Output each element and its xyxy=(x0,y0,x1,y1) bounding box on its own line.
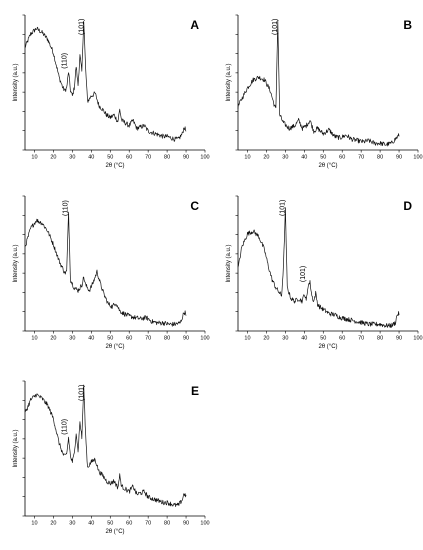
panel-label: D xyxy=(403,199,412,213)
y-axis-title: Intensity (a.u.) xyxy=(13,244,19,282)
x-tick-label: 90 xyxy=(183,155,189,161)
peak-annotation: (101) xyxy=(79,19,86,35)
peak-annotation: (101) xyxy=(279,200,286,216)
x-axis-title: 2θ (°C) xyxy=(318,163,337,169)
peak-annotation: (101) xyxy=(300,266,307,282)
chart-panel-e: 10 20 30 40 50 60 70 80 90 100 2θ (°C) Intensity (a… xyxy=(13,380,210,535)
panel-label: A xyxy=(190,18,199,32)
chart-panel-d: 10 20 30 40 50 60 70 80 90 100 2θ (°C) Intensity (a… xyxy=(226,195,423,350)
x-tick-label: 30 xyxy=(282,155,288,161)
x-axis-title: 2θ (°C) xyxy=(318,344,337,350)
x-axis-title: 2θ (°C) xyxy=(105,163,124,169)
x-tick-label: 80 xyxy=(164,521,170,527)
xrd-trace xyxy=(24,21,187,142)
x-tick-label: 10 xyxy=(244,336,250,342)
x-tick-label: 40 xyxy=(301,336,307,342)
x-tick-label: 100 xyxy=(200,336,209,342)
x-tick-label: 50 xyxy=(320,155,326,161)
y-axis-title: Intensity (a.u.) xyxy=(226,63,232,101)
x-tick-label: 60 xyxy=(339,336,345,342)
x-tick-label: 90 xyxy=(183,336,189,342)
x-tick-label: 90 xyxy=(396,336,402,342)
x-tick-label: 20 xyxy=(50,155,56,161)
peak-annotation: (110) xyxy=(62,53,69,69)
x-tick-label: 80 xyxy=(164,336,170,342)
x-tick-label: 50 xyxy=(107,336,113,342)
xrd-trace xyxy=(24,384,187,507)
x-tick-label: 80 xyxy=(164,155,170,161)
x-tick-label: 100 xyxy=(200,155,209,161)
x-tick-label: 90 xyxy=(183,521,189,527)
x-tick-label: 70 xyxy=(145,336,151,342)
xrd-trace xyxy=(237,207,400,328)
x-tick-label: 30 xyxy=(69,336,75,342)
x-tick-label: 20 xyxy=(263,336,269,342)
peak-annotation: (110) xyxy=(63,200,70,216)
x-tick-label: 60 xyxy=(126,155,132,161)
x-tick-label: 10 xyxy=(31,521,37,527)
x-tick-label: 40 xyxy=(301,155,307,161)
x-tick-label: 70 xyxy=(358,155,364,161)
x-tick-label: 30 xyxy=(69,155,75,161)
x-tick-label: 80 xyxy=(377,155,383,161)
peak-annotation: (101) xyxy=(272,19,279,35)
chart-panel-b: 10 20 30 40 50 60 70 80 90 100 2θ (°C) Intensity (a… xyxy=(226,14,423,169)
y-axis-title: Intensity (a.u.) xyxy=(226,244,232,282)
x-tick-label: 100 xyxy=(200,521,209,527)
chart-panel-a: 10 20 30 40 50 60 70 80 90 100 2θ (°C) Intensity (a… xyxy=(13,14,210,169)
x-axis-title: 2θ (°C) xyxy=(105,344,124,350)
y-axis-title: Intensity (a.u.) xyxy=(13,63,19,101)
x-tick-label: 50 xyxy=(320,336,326,342)
y-axis-title: Intensity (a.u.) xyxy=(13,429,19,467)
x-tick-label: 80 xyxy=(377,336,383,342)
panel-label: B xyxy=(403,18,412,32)
x-tick-label: 30 xyxy=(282,336,288,342)
x-tick-label: 10 xyxy=(244,155,250,161)
peak-annotation: (101) xyxy=(79,385,86,401)
x-tick-label: 70 xyxy=(145,155,151,161)
panel-label: E xyxy=(191,384,199,398)
x-tick-label: 10 xyxy=(31,336,37,342)
x-tick-label: 60 xyxy=(339,155,345,161)
x-tick-label: 20 xyxy=(263,155,269,161)
xrd-trace xyxy=(237,19,400,147)
x-tick-label: 40 xyxy=(88,336,94,342)
x-tick-label: 90 xyxy=(396,155,402,161)
xrd-trace xyxy=(24,211,187,327)
x-tick-label: 20 xyxy=(50,336,56,342)
x-tick-label: 100 xyxy=(413,336,422,342)
panel-label: C xyxy=(190,199,199,213)
x-tick-label: 30 xyxy=(69,521,75,527)
x-tick-label: 50 xyxy=(107,521,113,527)
x-tick-label: 10 xyxy=(31,155,37,161)
peak-annotation: (110) xyxy=(62,419,69,435)
x-tick-label: 70 xyxy=(358,336,364,342)
x-tick-label: 50 xyxy=(107,155,113,161)
x-tick-label: 20 xyxy=(50,521,56,527)
chart-panel-c: 10 20 30 40 50 60 70 80 90 100 2θ (°C) Intensity (a… xyxy=(13,195,210,350)
x-tick-label: 40 xyxy=(88,521,94,527)
x-tick-label: 70 xyxy=(145,521,151,527)
x-axis-title: 2θ (°C) xyxy=(105,529,124,535)
x-tick-label: 60 xyxy=(126,521,132,527)
x-tick-label: 40 xyxy=(88,155,94,161)
x-tick-label: 100 xyxy=(413,155,422,161)
x-tick-label: 60 xyxy=(126,336,132,342)
